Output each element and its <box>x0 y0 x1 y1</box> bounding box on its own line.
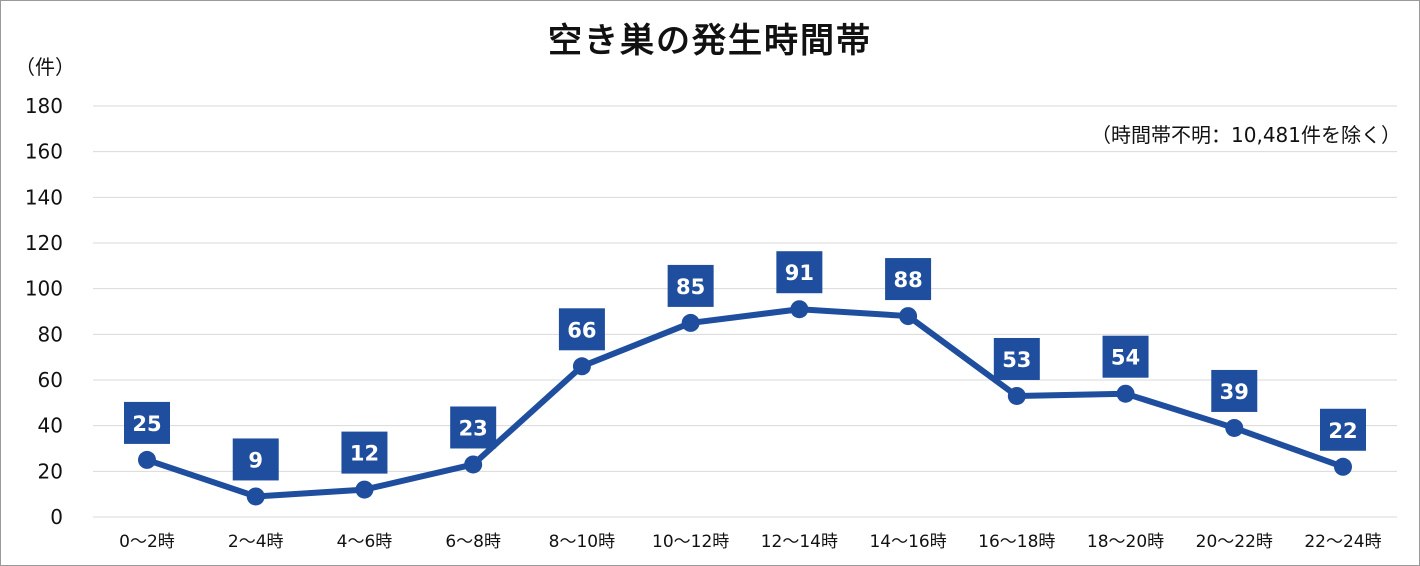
y-tick-label: 140 <box>25 185 63 209</box>
x-tick-label: 8～10時 <box>549 532 615 552</box>
data-label-box <box>885 258 932 301</box>
data-point <box>246 487 265 506</box>
y-axis-unit: （件） <box>15 55 75 79</box>
y-tick-label: 120 <box>25 231 63 255</box>
data-point <box>464 455 483 474</box>
data-label: 9 <box>248 448 263 472</box>
x-tick-label: 0～2時 <box>119 532 175 552</box>
data-label-box <box>1102 335 1149 378</box>
data-label-box <box>1211 369 1258 412</box>
data-label-box <box>776 251 823 294</box>
x-tick-label: 22～24時 <box>1304 532 1381 552</box>
data-point <box>899 307 918 326</box>
data-point <box>1334 457 1352 476</box>
y-tick-label: 100 <box>25 277 63 301</box>
x-tick-label: 6～8時 <box>445 532 501 552</box>
y-tick-label: 20 <box>38 459 63 483</box>
y-tick-label: 180 <box>25 94 63 118</box>
series-line <box>144 306 1346 500</box>
data-label: 54 <box>1111 346 1140 370</box>
y-tick-label: 40 <box>38 414 63 438</box>
y-tick-label: 0 <box>50 505 63 529</box>
x-tick-label: 16～18時 <box>978 532 1055 552</box>
x-tick-label: 20～22時 <box>1196 532 1273 552</box>
data-label-box <box>450 406 497 449</box>
data-label: 91 <box>785 261 814 285</box>
data-point <box>1116 384 1135 403</box>
data-label-box <box>341 431 388 474</box>
chart-title: 空き巣の発生時間帯 <box>548 21 872 61</box>
y-tick-label: 80 <box>38 322 63 346</box>
y-tick-label: 60 <box>38 368 63 392</box>
data-point <box>572 357 591 376</box>
data-label: 25 <box>132 412 161 436</box>
data-label-box <box>558 308 605 351</box>
x-tick-label: 10～12時 <box>652 532 729 552</box>
data-label: 39 <box>1220 380 1249 404</box>
data-label-box <box>993 337 1040 380</box>
y-tick-label: 160 <box>25 140 63 164</box>
data-label: 85 <box>676 275 705 299</box>
data-label-box <box>232 438 279 481</box>
data-point <box>355 480 374 499</box>
data-label: 53 <box>1002 348 1031 372</box>
data-label: 12 <box>350 442 379 466</box>
data-point <box>138 450 156 469</box>
x-tick-label: 4～6時 <box>337 532 393 552</box>
x-tick-label: 12～14時 <box>761 532 838 552</box>
data-label: 88 <box>893 268 922 292</box>
data-label-box <box>667 264 714 307</box>
x-tick-label: 14～16時 <box>869 532 946 552</box>
x-tick-label: 2～4時 <box>228 532 284 552</box>
data-point <box>1007 386 1026 405</box>
data-label: 23 <box>459 416 488 440</box>
data-point <box>790 300 809 319</box>
data-label: 22 <box>1328 419 1357 443</box>
data-label-box <box>124 401 170 444</box>
data-label: 66 <box>567 318 596 342</box>
data-label-box <box>1320 408 1366 451</box>
data-point <box>1225 418 1244 437</box>
data-point <box>681 313 700 332</box>
chart-note: （時間帯不明：10,481件を除く） <box>1091 123 1401 147</box>
x-tick-label: 18～20時 <box>1087 532 1164 552</box>
